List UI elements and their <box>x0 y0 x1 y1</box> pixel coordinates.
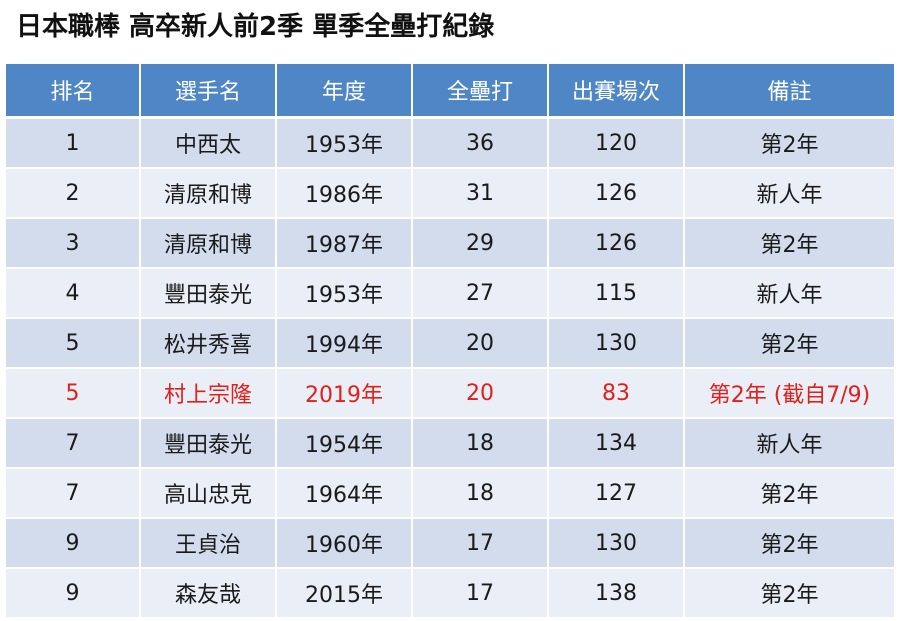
cell-home-runs: 18 <box>413 419 549 469</box>
cell-games-played: 126 <box>549 219 685 269</box>
cell-notes: 新人年 <box>685 419 894 469</box>
cell-player-name: 松井秀喜 <box>141 319 277 369</box>
cell-notes: 新人年 <box>685 169 894 219</box>
table-row: 9 王貞治 1960年 17 130 第2年 <box>6 519 894 569</box>
cell-home-runs: 27 <box>413 269 549 319</box>
table-row: 5 松井秀喜 1994年 20 130 第2年 <box>6 319 894 369</box>
cell-rank: 3 <box>6 219 141 269</box>
cell-games-played: 120 <box>549 119 685 169</box>
cell-home-runs: 29 <box>413 219 549 269</box>
cell-rank: 2 <box>6 169 141 219</box>
cell-player-name: 清原和博 <box>141 169 277 219</box>
cell-notes: 第2年 <box>685 119 894 169</box>
cell-rank: 5 <box>6 319 141 369</box>
cell-home-runs: 17 <box>413 519 549 569</box>
cell-home-runs: 31 <box>413 169 549 219</box>
header-rank: 排名 <box>6 64 141 119</box>
cell-rank: 9 <box>6 519 141 569</box>
header-player-name: 選手名 <box>141 64 277 119</box>
cell-home-runs: 18 <box>413 469 549 519</box>
cell-year: 2019年 <box>277 369 413 419</box>
cell-games-played: 83 <box>549 369 685 419</box>
cell-rank: 9 <box>6 569 141 619</box>
table-row: 1 中西太 1953年 36 120 第2年 <box>6 119 894 169</box>
cell-player-name: 豐田泰光 <box>141 419 277 469</box>
table-row: 7 高山忠克 1964年 18 127 第2年 <box>6 469 894 519</box>
cell-year: 1986年 <box>277 169 413 219</box>
header-notes: 備註 <box>685 64 894 119</box>
cell-notes: 第2年 <box>685 219 894 269</box>
cell-rank: 4 <box>6 269 141 319</box>
cell-home-runs: 17 <box>413 569 549 619</box>
header-year: 年度 <box>277 64 413 119</box>
cell-year: 1994年 <box>277 319 413 369</box>
cell-rank: 7 <box>6 469 141 519</box>
cell-notes: 第2年 (截自7/9) <box>685 369 894 419</box>
cell-rank: 1 <box>6 119 141 169</box>
cell-player-name: 中西太 <box>141 119 277 169</box>
cell-rank: 7 <box>6 419 141 469</box>
cell-year: 1954年 <box>277 419 413 469</box>
cell-player-name: 豐田泰光 <box>141 269 277 319</box>
cell-player-name: 森友哉 <box>141 569 277 619</box>
cell-games-played: 138 <box>549 569 685 619</box>
table-row: 3 清原和博 1987年 29 126 第2年 <box>6 219 894 269</box>
cell-player-name: 高山忠克 <box>141 469 277 519</box>
cell-notes: 第2年 <box>685 569 894 619</box>
header-games-played: 出賽場次 <box>549 64 685 119</box>
table-row: 4 豐田泰光 1953年 27 115 新人年 <box>6 269 894 319</box>
cell-year: 1987年 <box>277 219 413 269</box>
cell-player-name: 清原和博 <box>141 219 277 269</box>
table-row: 2 清原和博 1986年 31 126 新人年 <box>6 169 894 219</box>
cell-year: 1964年 <box>277 469 413 519</box>
cell-rank: 5 <box>6 369 141 419</box>
cell-player-name: 王貞治 <box>141 519 277 569</box>
page-title: 日本職棒 高卒新人前2季 單季全壘打紀錄 <box>16 12 495 42</box>
cell-home-runs: 20 <box>413 319 549 369</box>
cell-notes: 新人年 <box>685 269 894 319</box>
cell-year: 1960年 <box>277 519 413 569</box>
header-home-runs: 全壘打 <box>413 64 549 119</box>
cell-games-played: 130 <box>549 519 685 569</box>
cell-notes: 第2年 <box>685 319 894 369</box>
table-row-highlighted: 5 村上宗隆 2019年 20 83 第2年 (截自7/9) <box>6 369 894 419</box>
cell-notes: 第2年 <box>685 469 894 519</box>
cell-year: 1953年 <box>277 119 413 169</box>
cell-player-name: 村上宗隆 <box>141 369 277 419</box>
cell-games-played: 134 <box>549 419 685 469</box>
cell-games-played: 130 <box>549 319 685 369</box>
cell-home-runs: 20 <box>413 369 549 419</box>
cell-games-played: 127 <box>549 469 685 519</box>
cell-year: 2015年 <box>277 569 413 619</box>
cell-notes: 第2年 <box>685 519 894 569</box>
table-header-row: 排名 選手名 年度 全壘打 出賽場次 備註 <box>6 64 894 119</box>
cell-year: 1953年 <box>277 269 413 319</box>
cell-home-runs: 36 <box>413 119 549 169</box>
cell-games-played: 126 <box>549 169 685 219</box>
table-row: 7 豐田泰光 1954年 18 134 新人年 <box>6 419 894 469</box>
table-row: 9 森友哉 2015年 17 138 第2年 <box>6 569 894 619</box>
cell-games-played: 115 <box>549 269 685 319</box>
home-run-record-table: 排名 選手名 年度 全壘打 出賽場次 備註 1 中西太 1953年 36 120… <box>6 64 894 619</box>
